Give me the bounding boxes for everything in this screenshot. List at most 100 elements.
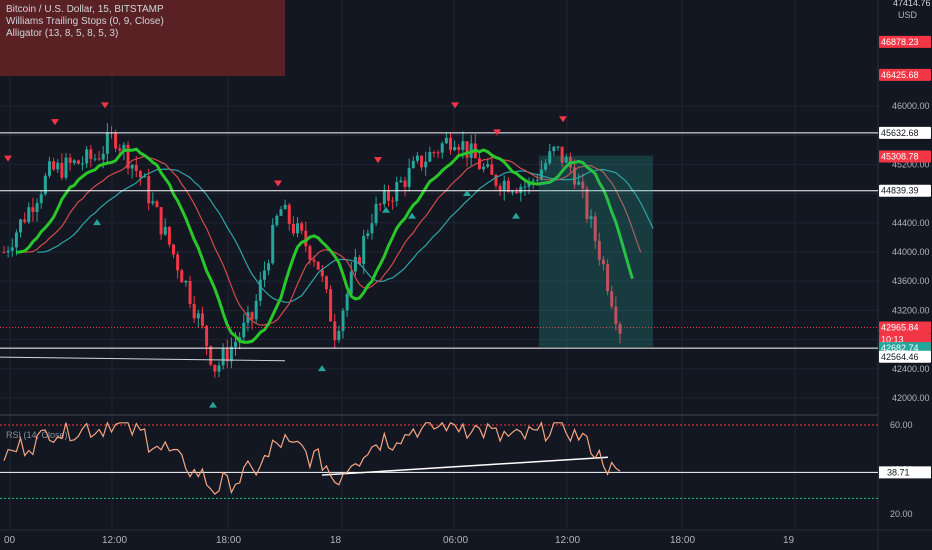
candle-body <box>134 164 138 172</box>
candle-body <box>577 181 581 185</box>
candle-body <box>176 254 180 271</box>
candle-body <box>93 158 97 160</box>
price-tag-label: 44839.39 <box>881 186 919 196</box>
candle-body <box>184 280 188 283</box>
sell-marker-icon <box>559 116 567 123</box>
price-tick-label: 43200.00 <box>892 305 930 315</box>
candle-body <box>614 306 618 325</box>
candle-body <box>395 182 399 202</box>
symbol-title[interactable]: Bitcoin / U.S. Dollar, 15, BITSTAMP <box>6 4 164 15</box>
candle-body <box>97 158 101 160</box>
candle-body <box>64 157 68 178</box>
candle-body <box>81 163 85 165</box>
candle-body <box>498 185 502 192</box>
candle-body <box>10 247 14 251</box>
candle-body <box>358 257 362 264</box>
candle-body <box>531 180 535 182</box>
candle-body <box>275 215 279 225</box>
time-tick-label: 18:00 <box>670 535 695 546</box>
candle-body <box>482 166 486 170</box>
candle-body <box>151 201 155 204</box>
candle-body <box>341 310 345 331</box>
candle-body <box>159 207 163 235</box>
candle-body <box>217 365 221 372</box>
rsi-tick-label: 20.00 <box>890 509 913 519</box>
candle-body <box>180 270 184 283</box>
candle-body <box>56 162 60 170</box>
candle-body <box>601 259 605 265</box>
candle-body <box>23 219 27 223</box>
candle-body <box>27 207 31 223</box>
sell-marker-icon <box>101 102 109 109</box>
candle-body <box>300 223 304 231</box>
candle-body <box>267 263 271 271</box>
candle-body <box>6 250 10 253</box>
candle-body <box>428 152 432 162</box>
candle-body <box>221 348 225 366</box>
candle-body <box>606 264 610 292</box>
price-tick-label: 44000.00 <box>892 247 930 257</box>
candle-body <box>312 259 316 262</box>
candle-body <box>597 240 601 260</box>
candle-body <box>155 201 159 208</box>
candle-body <box>337 330 341 341</box>
candle-body <box>213 364 217 372</box>
candle-body <box>126 144 130 169</box>
candle-body <box>329 289 333 322</box>
candle-body <box>52 161 56 170</box>
axis-corner[interactable] <box>879 531 931 550</box>
candle-body <box>519 186 523 194</box>
candle-body <box>548 151 552 164</box>
price-tag <box>879 350 931 363</box>
price-tick-label: 44400.00 <box>892 218 930 228</box>
price-tag-label: 46878.23 <box>881 37 919 47</box>
candle-body <box>89 149 93 159</box>
currency-label: USD <box>898 10 918 20</box>
candle-body <box>60 162 64 178</box>
candle-body <box>196 313 200 319</box>
price-tag-label: 46425.68 <box>881 70 919 80</box>
position-box[interactable] <box>539 155 653 347</box>
candle-body <box>391 200 395 202</box>
price-tag <box>879 68 931 81</box>
sell-marker-icon <box>374 157 382 164</box>
candle-body <box>415 155 419 161</box>
price-tag-label: 45632.68 <box>881 128 919 138</box>
candle-body <box>486 164 490 167</box>
candle-body <box>465 141 469 158</box>
candle-body <box>539 169 543 180</box>
candle-body <box>506 180 510 192</box>
candle-body <box>287 204 291 224</box>
buy-marker-icon <box>209 401 217 408</box>
candle-body <box>411 160 415 169</box>
candle-body <box>386 190 390 201</box>
candle-body <box>552 146 556 152</box>
candle-body <box>544 163 548 170</box>
rsi-trend-line[interactable] <box>321 456 609 476</box>
candle-body <box>535 179 539 181</box>
candle-body <box>105 132 109 154</box>
indicator-alligator-label[interactable]: Alligator (13, 8, 5, 8, 5, 3) <box>6 28 119 39</box>
price-tag <box>879 184 931 197</box>
candle-body <box>564 157 568 163</box>
candle-body <box>523 186 527 188</box>
time-tick-label: 06:00 <box>443 535 468 546</box>
candle-body <box>370 223 374 234</box>
rsi-tag <box>879 466 931 479</box>
candle-body <box>440 143 444 153</box>
candle-body <box>399 180 403 183</box>
buy-marker-icon <box>382 206 390 213</box>
trend-line[interactable] <box>0 356 286 362</box>
indicator-williams-label[interactable]: Williams Trailing Stops (0, 9, Close) <box>6 16 164 27</box>
price-tag-label: 45308.78 <box>881 151 919 161</box>
price-tag-label: 42682.74 <box>881 343 919 353</box>
sell-marker-icon <box>4 155 12 162</box>
candle-body <box>610 291 614 307</box>
time-tick-label: 12:00 <box>555 535 580 546</box>
rsi-title: RSI (14, Close) <box>6 430 68 440</box>
price-tick-label: 45200.00 <box>892 159 930 169</box>
price-tag-label: 42965.84 <box>881 322 919 332</box>
legend-panel: Bitcoin / U.S. Dollar, 15, BITSTAMP Will… <box>0 0 285 76</box>
